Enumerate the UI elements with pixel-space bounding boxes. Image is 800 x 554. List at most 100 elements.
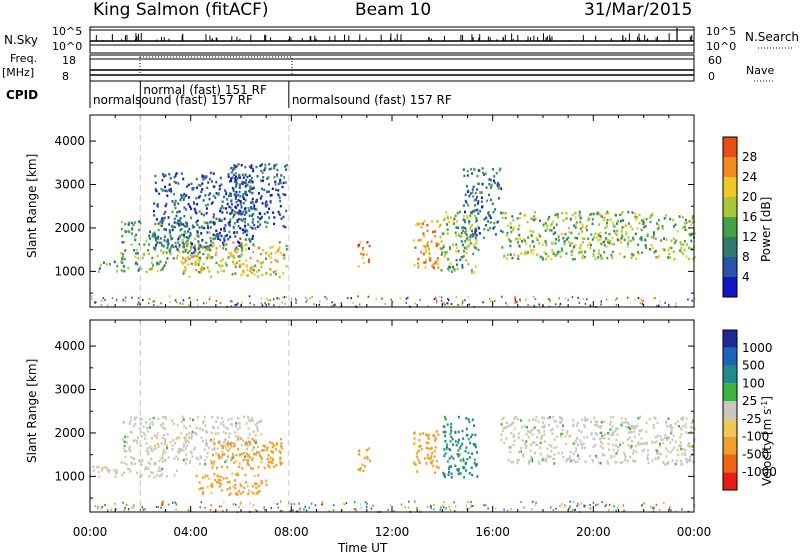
heatmap-cell — [187, 251, 189, 255]
heatmap-cell — [417, 458, 420, 461]
heatmap-cell — [226, 459, 229, 462]
heatmap-cell — [175, 503, 178, 506]
heatmap-cell — [563, 505, 566, 508]
heatmap-cell — [181, 241, 184, 244]
heatmap-cell — [235, 246, 238, 249]
heatmap-cell — [691, 426, 694, 429]
heatmap-cell — [457, 468, 460, 471]
heatmap-cell — [487, 211, 490, 214]
heatmap-cell — [132, 424, 135, 428]
heatmap-cell — [424, 248, 427, 251]
heatmap-cell — [525, 433, 528, 436]
heatmap-cell — [552, 220, 555, 223]
heatmap-cell — [269, 246, 272, 249]
velocity-frame — [89, 319, 695, 513]
heatmap-cell — [173, 193, 175, 196]
heatmap-cell — [238, 490, 241, 493]
heatmap-cell — [668, 436, 670, 439]
heatmap-cell — [539, 446, 542, 449]
heatmap-cell — [244, 481, 247, 484]
heatmap-cell — [171, 448, 174, 451]
heatmap-cell — [342, 502, 344, 505]
heatmap-cell — [357, 295, 359, 298]
heatmap-cell — [204, 194, 207, 197]
heatmap-cell — [180, 227, 183, 231]
heatmap-cell — [506, 509, 509, 512]
heatmap-cell — [276, 168, 279, 172]
heatmap-cell — [550, 241, 553, 245]
heatmap-cell — [418, 222, 421, 225]
heatmap-cell — [151, 234, 154, 238]
heatmap-cell — [471, 473, 474, 477]
heatmap-cell — [206, 245, 209, 248]
heatmap-cell — [114, 502, 116, 505]
heatmap-cell — [169, 231, 171, 234]
heatmap-cell — [244, 220, 247, 224]
heatmap-cell — [541, 258, 544, 261]
heatmap-cell — [173, 202, 176, 205]
heatmap-cell — [425, 433, 428, 436]
heatmap-cell — [256, 427, 259, 431]
heatmap-cell — [228, 435, 231, 439]
heatmap-cell — [239, 492, 242, 495]
heatmap-cell — [392, 300, 394, 303]
heatmap-cell — [685, 458, 688, 461]
heatmap-cell — [655, 237, 658, 241]
heatmap-cell — [217, 237, 220, 240]
heatmap-cell — [263, 188, 266, 192]
heatmap-cell — [562, 432, 564, 436]
heatmap-cell — [240, 206, 243, 209]
heatmap-cell — [210, 461, 213, 464]
heatmap-cell — [156, 203, 159, 206]
heatmap-cell — [303, 508, 305, 511]
heatmap-cell — [255, 270, 258, 273]
heatmap-cell — [478, 182, 481, 186]
heatmap-cell — [635, 450, 638, 454]
heatmap-cell — [258, 490, 261, 493]
heatmap-cell — [572, 442, 575, 445]
colorbar-tick-label: -25 — [742, 412, 762, 426]
heatmap-cell — [145, 239, 148, 243]
heatmap-cell — [251, 214, 254, 217]
heatmap-cell — [258, 454, 261, 457]
heatmap-cell — [471, 232, 474, 236]
x-tick-label: 16:00 — [475, 525, 510, 539]
heatmap-cell — [272, 270, 275, 274]
heatmap-cell — [603, 454, 606, 457]
heatmap-cell — [224, 426, 227, 429]
heatmap-cell — [575, 447, 578, 450]
heatmap-cell — [666, 438, 669, 442]
heatmap-cell — [413, 437, 416, 440]
heatmap-cell — [665, 437, 668, 440]
heatmap-cell — [185, 462, 187, 465]
heatmap-cell — [603, 251, 606, 254]
heatmap-cell — [666, 424, 669, 428]
heatmap-cell — [218, 457, 221, 461]
heatmap-cell — [431, 452, 434, 455]
heatmap-cell — [460, 444, 462, 448]
heatmap-cell — [199, 271, 202, 274]
heatmap-cell — [252, 218, 255, 221]
heatmap-cell — [211, 463, 214, 466]
heatmap-cell — [201, 476, 204, 479]
heatmap-cell — [456, 267, 459, 271]
heatmap-cell — [257, 246, 260, 250]
heatmap-cell — [417, 264, 420, 267]
heatmap-cell — [362, 469, 365, 473]
heatmap-cell — [116, 264, 119, 268]
heatmap-cell — [568, 231, 571, 234]
heatmap-cell — [204, 462, 207, 466]
heatmap-cell — [520, 252, 523, 255]
heatmap-cell — [241, 490, 244, 494]
heatmap-cell — [308, 506, 310, 509]
heatmap-cell — [253, 204, 256, 208]
heatmap-cell — [228, 205, 231, 209]
heatmap-cell — [606, 219, 609, 222]
heatmap-cell — [671, 448, 674, 452]
heatmap-cell — [586, 418, 589, 421]
heatmap-cell — [171, 200, 174, 203]
heatmap-cell — [517, 458, 520, 462]
heatmap-cell — [220, 228, 222, 231]
heatmap-cell — [207, 254, 210, 258]
heatmap-cell — [358, 453, 361, 456]
